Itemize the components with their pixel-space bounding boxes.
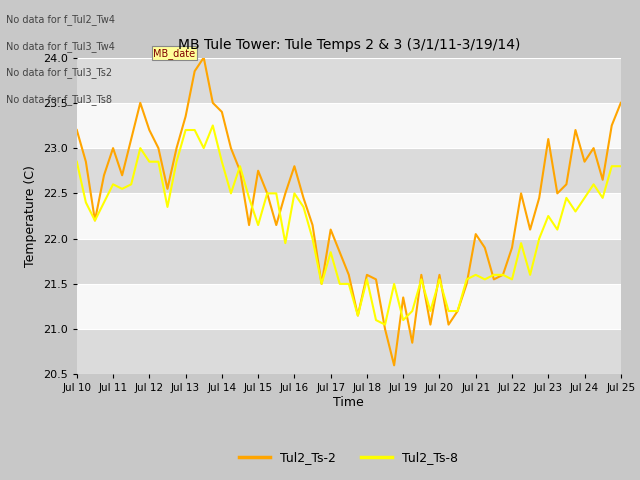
Bar [77, 148, 621, 193]
Bar [77, 239, 621, 284]
Text: No data for f_Tul2_Tw4: No data for f_Tul2_Tw4 [6, 14, 115, 25]
Bar [77, 58, 621, 103]
Legend: Tul2_Ts-2, Tul2_Ts-8: Tul2_Ts-2, Tul2_Ts-8 [234, 446, 463, 469]
Text: No data for f_Tul3_Ts2: No data for f_Tul3_Ts2 [6, 67, 113, 78]
Y-axis label: Temperature (C): Temperature (C) [24, 165, 37, 267]
Text: No data for f_Tul3_Ts8: No data for f_Tul3_Ts8 [6, 94, 113, 105]
Title: MB Tule Tower: Tule Temps 2 & 3 (3/1/11-3/19/14): MB Tule Tower: Tule Temps 2 & 3 (3/1/11-… [178, 38, 520, 52]
X-axis label: Time: Time [333, 396, 364, 409]
Bar [77, 193, 621, 239]
Bar [77, 103, 621, 148]
Bar [77, 329, 621, 374]
Bar [77, 284, 621, 329]
Text: MB_date: MB_date [153, 48, 195, 59]
Text: No data for f_Tul3_Tw4: No data for f_Tul3_Tw4 [6, 41, 115, 52]
